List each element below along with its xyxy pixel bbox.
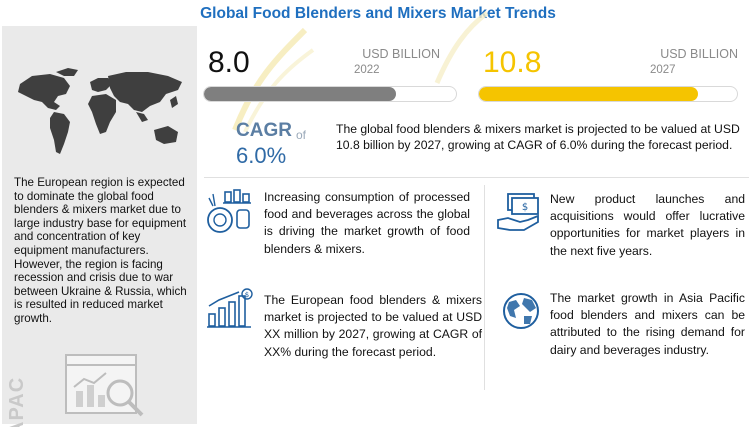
year-2027: 2027 [650, 64, 676, 76]
bar-2027-track [478, 86, 738, 102]
decorative-swirl-2 [434, 11, 489, 84]
left-panel: The European region is expected to domin… [2, 26, 197, 427]
chart-magnifier-icon [65, 354, 144, 417]
apac-label: APAC [6, 376, 28, 427]
fact-4-text: The market growth in Asia Pacific food b… [550, 291, 745, 357]
bar-2022-track [203, 86, 457, 102]
cagr-value: 6.0% [236, 143, 287, 168]
cagr-label: CAGR [236, 120, 292, 141]
year-2022: 2022 [354, 64, 380, 76]
world-map [18, 68, 182, 154]
unit-2027: USD BILLION [660, 47, 738, 61]
money-hand-icon: $ [497, 193, 539, 231]
bar-2022 [204, 87, 396, 101]
fact-3-text: The European food blenders & mixers mark… [264, 293, 482, 359]
svg-text:$: $ [245, 291, 249, 299]
bar-2027 [479, 87, 699, 101]
unit-2022: USD BILLION [362, 47, 440, 61]
divider-vertical [484, 185, 485, 390]
fact-1-text: Increasing consumption of processed food… [264, 190, 470, 256]
decorative-swirl [232, 27, 315, 133]
value-2022: 8.0 [208, 46, 250, 79]
globe-icon [503, 293, 539, 329]
svg-text:$: $ [522, 202, 528, 213]
fact-2-text: New product launches and acquisitions wo… [550, 192, 745, 258]
apac-label-wrap: APAC [6, 356, 46, 427]
page-title: Global Food Blenders and Mixers Market T… [200, 5, 556, 22]
europe-text: The European region is expected to domin… [14, 176, 187, 325]
cagr-of: of [296, 128, 307, 142]
rising-bars-icon: $ [207, 288, 253, 328]
value-2027: 10.8 [483, 46, 542, 79]
divider-horizontal [204, 177, 749, 178]
food-chart-icon [207, 189, 251, 233]
market-summary: The global food blenders & mixers market… [336, 122, 740, 152]
